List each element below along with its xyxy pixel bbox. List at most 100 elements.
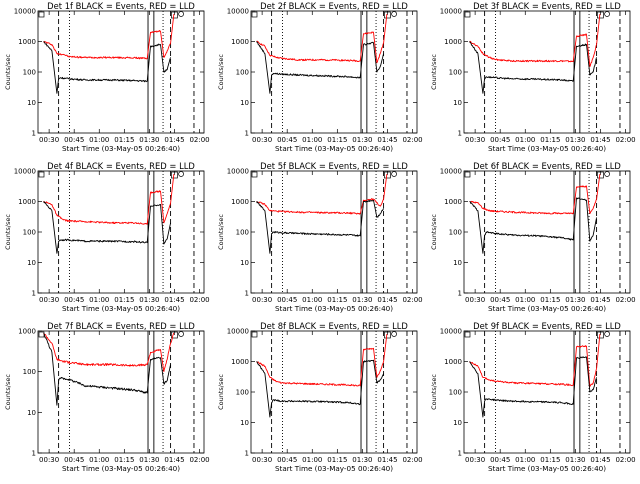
- y-tick-label: 10: [453, 259, 462, 267]
- y-tick-label: 10: [27, 259, 36, 267]
- x-tick-label: 01:45: [164, 136, 184, 144]
- marker-box: [171, 331, 178, 339]
- marker-box: [597, 171, 604, 179]
- detector-panel-4: Det 4f BLACK = Events, RED = LLD 1 10 100 10…: [0, 160, 213, 320]
- x-tick-label: 00:30: [252, 456, 272, 464]
- detector-panel-9: Det 9f BLACK = Events, RED = LLD 1 10 100 10…: [426, 320, 639, 480]
- y-tick-label: 10000: [227, 8, 249, 16]
- y-tick-label: 1: [458, 450, 462, 458]
- marker-box: [384, 11, 391, 19]
- x-tick-label: 01:15: [540, 136, 560, 144]
- marker-box: [597, 11, 604, 19]
- marker-circle: [178, 11, 184, 17]
- detector-chart-8: Det 8f BLACK = Events, RED = LLD 1 10 100 10…: [217, 321, 423, 473]
- y-tick-label: 1: [32, 290, 36, 298]
- y-tick-label: 100: [449, 69, 462, 77]
- y-tick-label: 10: [240, 99, 249, 107]
- y-axis-label: Counts/sec: [4, 374, 12, 410]
- x-tick-label: 00:45: [277, 136, 297, 144]
- x-tick-label: 01:45: [590, 456, 610, 464]
- lld-series-line: [43, 332, 175, 373]
- lld-series-line: [469, 333, 601, 388]
- lld-series-line: [469, 13, 601, 68]
- y-tick-label: 100: [449, 229, 462, 237]
- y-tick-label: 1000: [18, 38, 36, 46]
- marker-box: [251, 11, 258, 18]
- x-tick-label: 01:30: [139, 136, 159, 144]
- y-tick-label: 1: [245, 130, 249, 138]
- chart-title: Det 1f BLACK = Events, RED = LLD: [47, 1, 195, 11]
- x-tick-label: 02:00: [615, 296, 635, 304]
- y-axis-label: Counts/sec: [430, 54, 438, 90]
- x-axis-label: Start Time (03-May-05 00:26:40): [488, 304, 606, 313]
- y-tick-label: 10: [240, 419, 249, 427]
- detector-panel-6: Det 6f BLACK = Events, RED = LLD 1 10 100 10…: [426, 160, 639, 320]
- x-tick-label: 02:00: [189, 456, 209, 464]
- y-tick-label: 1: [458, 130, 462, 138]
- y-tick-label: 1: [458, 290, 462, 298]
- detector-chart-6: Det 6f BLACK = Events, RED = LLD 1 10 100 10…: [430, 161, 636, 313]
- x-tick-label: 00:30: [252, 296, 272, 304]
- x-tick-label: 02:00: [402, 456, 422, 464]
- chart-title: Det 3f BLACK = Events, RED = LLD: [473, 1, 621, 11]
- y-tick-label: 10000: [227, 168, 249, 176]
- detector-chart-2: Det 2f BLACK = Events, RED = LLD 1 10 100 10…: [217, 1, 423, 153]
- detector-chart-1: Det 1f BLACK = Events, RED = LLD 1 10 100 10…: [4, 1, 210, 153]
- marker-box: [251, 171, 258, 178]
- y-tick-label: 1000: [18, 328, 36, 336]
- y-tick-label: 1: [245, 290, 249, 298]
- y-axis-label: Counts/sec: [217, 374, 225, 410]
- detector-chart-3: Det 3f BLACK = Events, RED = LLD 1 10 100 10…: [430, 1, 636, 153]
- x-axis-label: Start Time (03-May-05 00:26:40): [488, 464, 606, 473]
- chart-title: Det 2f BLACK = Events, RED = LLD: [260, 1, 408, 11]
- plot-frame: [37, 10, 205, 134]
- x-tick-label: 00:45: [64, 296, 84, 304]
- events-series-line: [43, 332, 172, 406]
- y-axis-label: Counts/sec: [4, 54, 12, 90]
- marker-box: [384, 331, 391, 339]
- x-tick-label: 02:00: [615, 136, 635, 144]
- y-tick-label: 1000: [18, 198, 36, 206]
- x-tick-label: 01:00: [515, 136, 535, 144]
- y-tick-label: 10: [27, 99, 36, 107]
- marker-box: [597, 331, 604, 339]
- detector-panel-1: Det 1f BLACK = Events, RED = LLD 1 10 100 10…: [0, 0, 213, 160]
- y-tick-label: 10000: [440, 168, 462, 176]
- x-axis-label: Start Time (03-May-05 00:26:40): [488, 144, 606, 153]
- x-tick-label: 00:30: [465, 136, 485, 144]
- x-tick-label: 02:00: [615, 456, 635, 464]
- y-tick-label: 1: [32, 450, 36, 458]
- x-tick-label: 01:30: [139, 456, 159, 464]
- marker-circle: [604, 331, 610, 337]
- x-tick-label: 01:15: [327, 456, 347, 464]
- marker-box: [384, 171, 391, 179]
- marker-box: [464, 171, 471, 178]
- x-tick-label: 01:00: [302, 456, 322, 464]
- x-tick-label: 00:45: [64, 136, 84, 144]
- marker-box: [464, 11, 471, 18]
- x-tick-label: 00:45: [490, 136, 510, 144]
- lld-series-line: [43, 13, 175, 60]
- x-tick-label: 01:45: [164, 296, 184, 304]
- x-tick-label: 01:00: [89, 456, 109, 464]
- detector-panel-7: Det 7f BLACK = Events, RED = LLD 1 10 100 10…: [0, 320, 213, 480]
- x-tick-label: 00:45: [277, 456, 297, 464]
- y-tick-label: 1000: [444, 358, 462, 366]
- y-axis-label: Counts/sec: [4, 214, 12, 250]
- lld-series-line: [256, 333, 388, 387]
- detector-panel-2: Det 2f BLACK = Events, RED = LLD 1 10 100 10…: [213, 0, 426, 160]
- y-tick-label: 100: [236, 69, 249, 77]
- x-tick-label: 01:00: [515, 456, 535, 464]
- events-series-line: [469, 356, 598, 418]
- detector-chart-5: Det 5f BLACK = Events, RED = LLD 1 10 100 10…: [217, 161, 423, 313]
- x-tick-label: 01:00: [89, 296, 109, 304]
- x-tick-label: 01:45: [377, 456, 397, 464]
- x-tick-label: 01:15: [327, 296, 347, 304]
- marker-circle: [178, 331, 184, 337]
- x-tick-label: 01:15: [540, 456, 560, 464]
- y-tick-label: 10: [453, 99, 462, 107]
- x-tick-label: 00:45: [64, 456, 84, 464]
- y-tick-label: 10: [453, 419, 462, 427]
- chart-title: Det 8f BLACK = Events, RED = LLD: [260, 321, 408, 331]
